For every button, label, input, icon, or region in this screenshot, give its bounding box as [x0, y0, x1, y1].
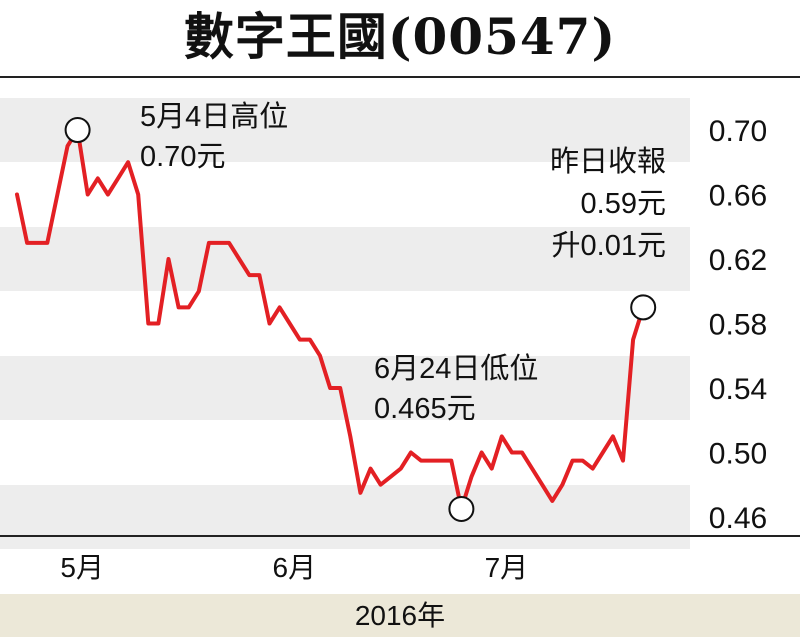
low-label-date: 6月24日低位 [374, 352, 538, 385]
stock-line-chart: 0.70 0.66 0.62 0.58 0.54 0.50 0.46 5月 6月 7月 5月4日高位… [0, 76, 800, 583]
grid-band [0, 485, 690, 549]
y-tick-label: 0.62 [709, 244, 767, 277]
high-label-date: 5月4日高位 [140, 100, 288, 133]
y-tick-label: 0.70 [709, 115, 767, 148]
y-tick-label: 0.54 [709, 373, 767, 406]
low-marker [448, 495, 475, 522]
grid-band [0, 227, 690, 291]
high-label-price: 0.70元 [140, 141, 225, 173]
low-label-price: 0.465元 [374, 393, 476, 425]
x-tick-label: 6月 [273, 552, 317, 583]
y-tick-label: 0.66 [709, 180, 767, 213]
y-tick-label: 0.46 [709, 502, 767, 535]
y-tick-label: 0.50 [709, 438, 767, 471]
close-marker [630, 294, 657, 321]
high-marker [64, 117, 91, 143]
grid-band [0, 98, 690, 162]
close-label-price: 0.59元 [581, 188, 666, 220]
y-tick-label: 0.58 [709, 309, 767, 342]
year-label: 2016年 [0, 594, 800, 637]
chart-title: 數字王國(00547) [183, 7, 617, 66]
close-label-title: 昨日收報 [550, 145, 666, 178]
x-tick-label: 5月 [60, 552, 104, 583]
x-tick-label: 7月 [485, 552, 529, 583]
price-line [15, 128, 646, 511]
close-label-change: 升0.01元 [552, 230, 666, 262]
